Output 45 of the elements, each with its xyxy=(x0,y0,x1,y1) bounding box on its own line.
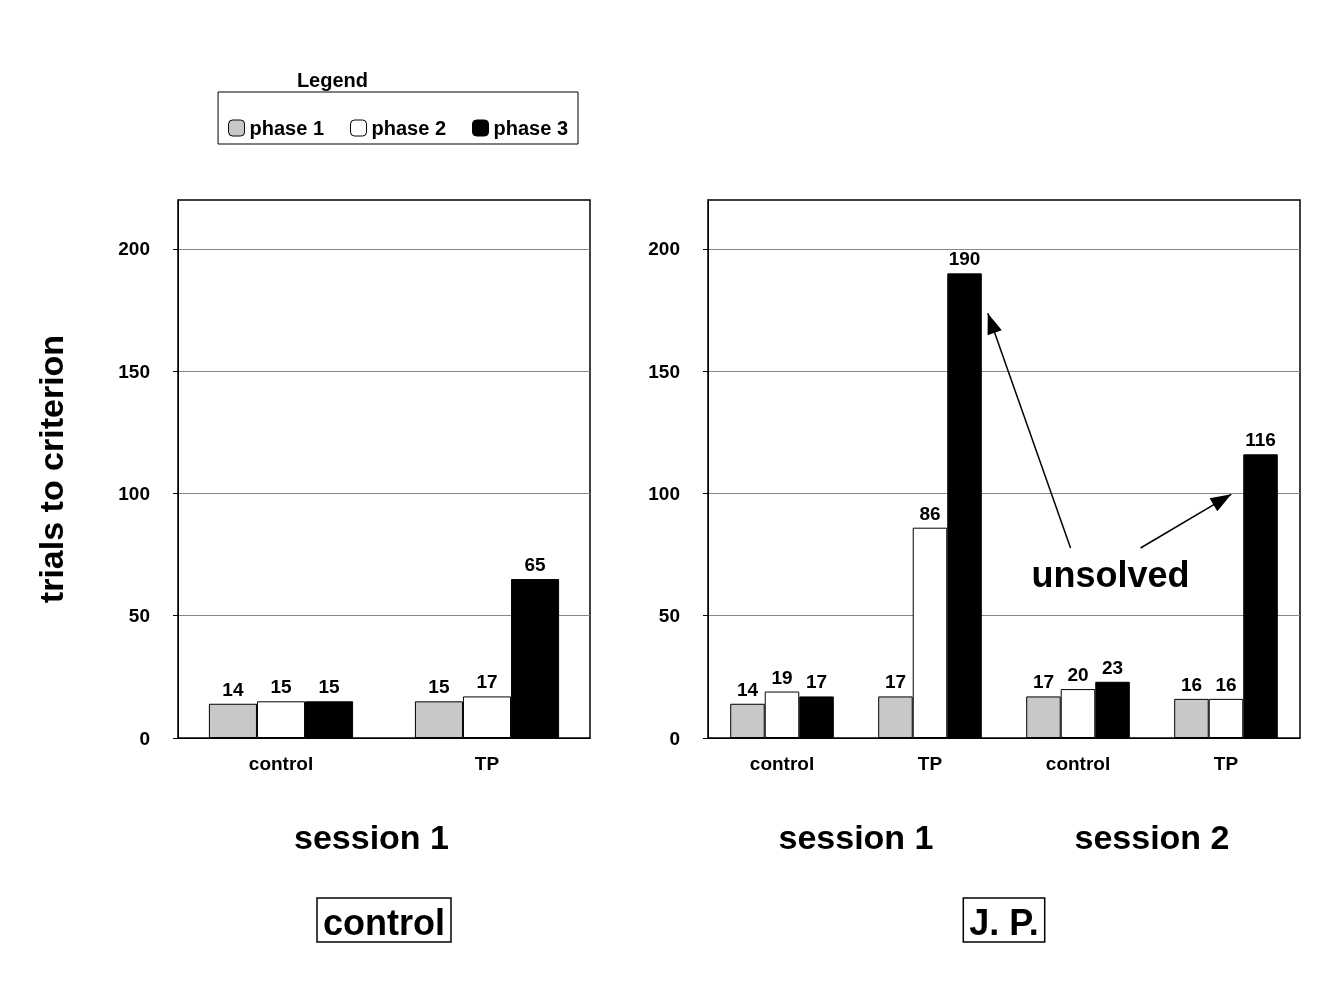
data-label: 17 xyxy=(805,671,828,693)
y-tick-label: 150 xyxy=(118,360,150,382)
x-tick-label: TP xyxy=(1213,753,1239,774)
data-label: 15 xyxy=(428,676,450,698)
y-tick-label: 100 xyxy=(648,482,680,504)
data-label: 17 xyxy=(476,671,498,693)
x-tick-label: control xyxy=(248,753,314,774)
data-label: 15 xyxy=(270,676,292,698)
y-tick-label: 100 xyxy=(118,482,150,504)
y-tick-label: 200 xyxy=(118,238,150,260)
x-tick-label: control xyxy=(749,753,815,774)
data-label: 19 xyxy=(771,666,793,688)
legend-label: phase 2 xyxy=(371,117,447,139)
y-tick-label: 200 xyxy=(648,238,680,260)
text: J. P. xyxy=(969,901,1039,943)
x-tick-label: control xyxy=(1045,753,1111,774)
annotation: unsolved xyxy=(1031,553,1190,595)
text: session 2 xyxy=(1074,818,1230,856)
data-label: 65 xyxy=(524,554,547,576)
y-tick-label: 0 xyxy=(669,727,680,749)
data-label: 17 xyxy=(884,671,907,693)
legend-label: phase 3 xyxy=(493,117,568,139)
data-label: 190 xyxy=(948,248,981,270)
x-tick-label: TP xyxy=(917,753,943,774)
y-tick-label: 0 xyxy=(139,727,150,749)
data-label: 17 xyxy=(1032,671,1055,693)
text: control xyxy=(323,901,445,943)
y-axis-title: trials to criterion xyxy=(32,334,70,604)
data-label: 23 xyxy=(1101,656,1124,678)
y-tick-label: 50 xyxy=(658,605,680,627)
data-label: 86 xyxy=(919,502,941,524)
x-axis-title: session 1 xyxy=(294,818,449,856)
text: session 1 xyxy=(778,818,934,856)
data-label: 116 xyxy=(1245,429,1276,451)
x-tick-label: TP xyxy=(474,753,500,774)
data-label: 15 xyxy=(318,676,341,698)
data-label: 20 xyxy=(1067,664,1089,686)
y-tick-label: 150 xyxy=(648,360,680,382)
data-label: 14 xyxy=(736,678,759,700)
legend-title: Legend xyxy=(296,69,369,91)
data-label: 16 xyxy=(1215,673,1237,695)
data-label: 14 xyxy=(222,678,244,700)
y-tick-label: 50 xyxy=(128,605,150,627)
data-label: 16 xyxy=(1180,673,1203,695)
legend-label: phase 1 xyxy=(249,117,325,139)
